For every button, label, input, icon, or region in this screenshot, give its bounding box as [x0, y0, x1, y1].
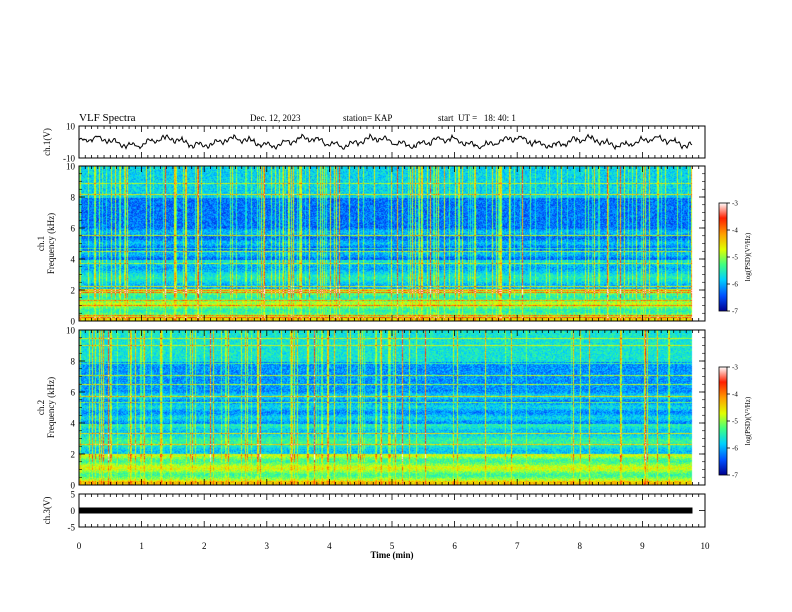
- colorbar-tick-label: -4: [732, 391, 738, 399]
- colorbar-tick-label: -3: [732, 364, 738, 372]
- x-tick-label: 9: [640, 541, 645, 551]
- x-tick-label: 4: [327, 541, 332, 551]
- colorbar-tick-label: -4: [732, 227, 738, 235]
- x-tick-label: 1: [139, 541, 144, 551]
- colorbar-tick-label: -7: [732, 472, 738, 480]
- y-axis-label: Frequency (kHz): [46, 377, 56, 438]
- y-tick-label: 0: [71, 506, 76, 516]
- y-tick-label: 10: [66, 122, 76, 132]
- y-tick-label: 5: [71, 490, 76, 500]
- colorbar-tick-label: -7: [732, 308, 738, 316]
- y-tick-label: 6: [71, 224, 76, 234]
- y-axis-label: ch.1: [36, 236, 46, 251]
- figure-title: VLF Spectra: [79, 112, 136, 124]
- colorbar-label: log(PSD)(V²/Hz): [744, 396, 752, 445]
- y-tick-label: 0: [71, 481, 76, 491]
- y-axis-label: ch.1(V): [42, 128, 52, 156]
- y-axis-label: ch.3(V): [42, 497, 52, 525]
- y-tick-label: -10: [63, 154, 75, 164]
- spectrogram-image: [79, 166, 705, 321]
- y-tick-label: 8: [71, 357, 76, 367]
- colorbar-tick-label: -6: [732, 281, 738, 289]
- x-tick-label: 7: [515, 541, 520, 551]
- y-tick-label: 10: [66, 162, 76, 172]
- ch1-waveform-line: [78, 133, 693, 151]
- colorbar: [718, 366, 728, 476]
- y-tick-label: 2: [71, 450, 76, 460]
- ch3-waveform-line: [79, 507, 693, 514]
- y-axis-label: Frequency (kHz): [46, 213, 56, 274]
- colorbar-tick-label: -5: [732, 418, 738, 426]
- station-label: station= KAP: [343, 113, 393, 123]
- date-label: Dec. 12, 2023: [250, 113, 301, 123]
- colorbar-tick-label: -5: [732, 254, 738, 262]
- y-tick-label: 8: [71, 193, 76, 203]
- x-tick-label: 8: [578, 541, 583, 551]
- x-tick-label: 6: [452, 541, 457, 551]
- y-axis-label: ch.2: [36, 400, 46, 415]
- y-tick-label: -5: [68, 523, 76, 533]
- x-tick-label: 5: [390, 541, 395, 551]
- colorbar-label: log(PSD)(V²/Hz): [744, 232, 752, 281]
- y-tick-label: 6: [71, 388, 76, 398]
- spectrogram-image: [79, 330, 705, 485]
- colorbar-tick-label: -3: [732, 200, 738, 208]
- y-tick-label: 0: [71, 317, 76, 327]
- start-time-label: start UT = 18: 40: 1: [438, 113, 516, 123]
- x-tick-label: 3: [265, 541, 270, 551]
- y-tick-label: 2: [71, 286, 76, 296]
- x-tick-label: 2: [202, 541, 207, 551]
- y-tick-label: 4: [71, 419, 76, 429]
- y-tick-label: 10: [66, 326, 76, 336]
- x-axis-label: Time (min): [370, 550, 413, 560]
- colorbar: [718, 202, 728, 312]
- x-tick-label: 10: [701, 541, 711, 551]
- x-tick-label: 0: [77, 541, 82, 551]
- y-tick-label: 4: [71, 255, 76, 265]
- colorbar-tick-label: -6: [732, 445, 738, 453]
